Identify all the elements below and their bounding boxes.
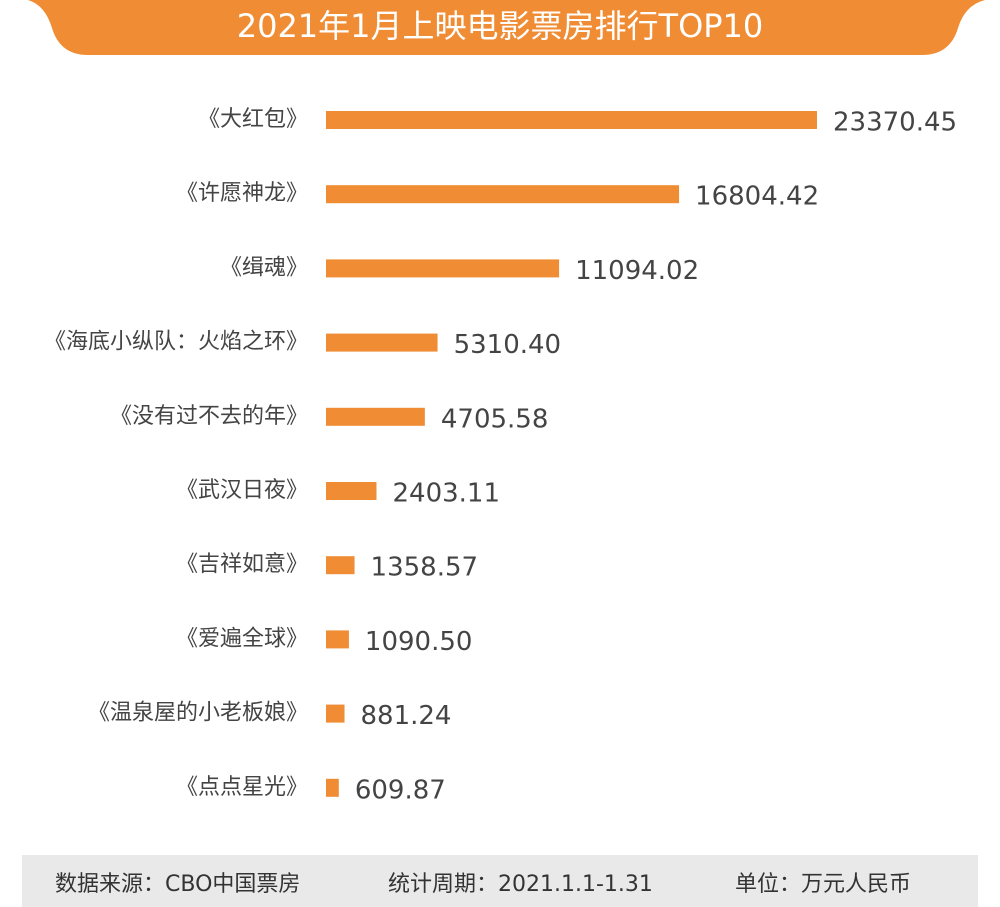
value-label: 1358.57: [371, 553, 479, 583]
category-label: 《海底小纵队：火焰之环》: [44, 330, 308, 355]
bar: [326, 407, 425, 426]
source: 数据来源：CBO中国票房: [55, 872, 300, 897]
category-label: 《爱遍全球》: [176, 626, 308, 651]
bar: [326, 259, 560, 278]
bar: [326, 185, 680, 204]
value-label: 23370.45: [833, 108, 957, 138]
unit: 单位：万元人民币: [735, 872, 911, 897]
value-label: 4705.58: [441, 404, 549, 434]
value-label: 1090.50: [365, 627, 473, 657]
value-label: 609.87: [355, 775, 446, 805]
category-label: 《吉祥如意》: [176, 552, 308, 577]
footer-band: [22, 855, 978, 907]
category-label: 《温泉屋的小老板娘》: [88, 701, 308, 726]
title-banner: [28, 0, 985, 55]
bar: [326, 556, 355, 575]
value-label: 2403.11: [392, 479, 500, 509]
category-label: 《武汉日夜》: [176, 478, 308, 503]
category-label: 《许愿神龙》: [176, 181, 308, 206]
value-label: 16804.42: [695, 182, 819, 212]
bar: [326, 333, 438, 352]
category-label: 《大红包》: [198, 107, 308, 132]
value-label: 881.24: [361, 701, 452, 731]
value-label: 5310.40: [454, 330, 562, 360]
category-label: 《没有过不去的年》: [110, 404, 308, 429]
period: 统计周期：2021.1.1-1.31: [388, 872, 653, 897]
bar: [326, 111, 817, 129]
bar: [326, 704, 345, 723]
chart-title: 2021年1月上映电影票房排行TOP10: [237, 7, 764, 45]
bar: [326, 482, 377, 500]
category-label: 《缉魂》: [220, 255, 308, 280]
bar: [326, 778, 339, 797]
value-label: 11094.02: [575, 256, 699, 286]
category-label: 《点点星光》: [176, 775, 308, 800]
bar: [326, 630, 349, 649]
